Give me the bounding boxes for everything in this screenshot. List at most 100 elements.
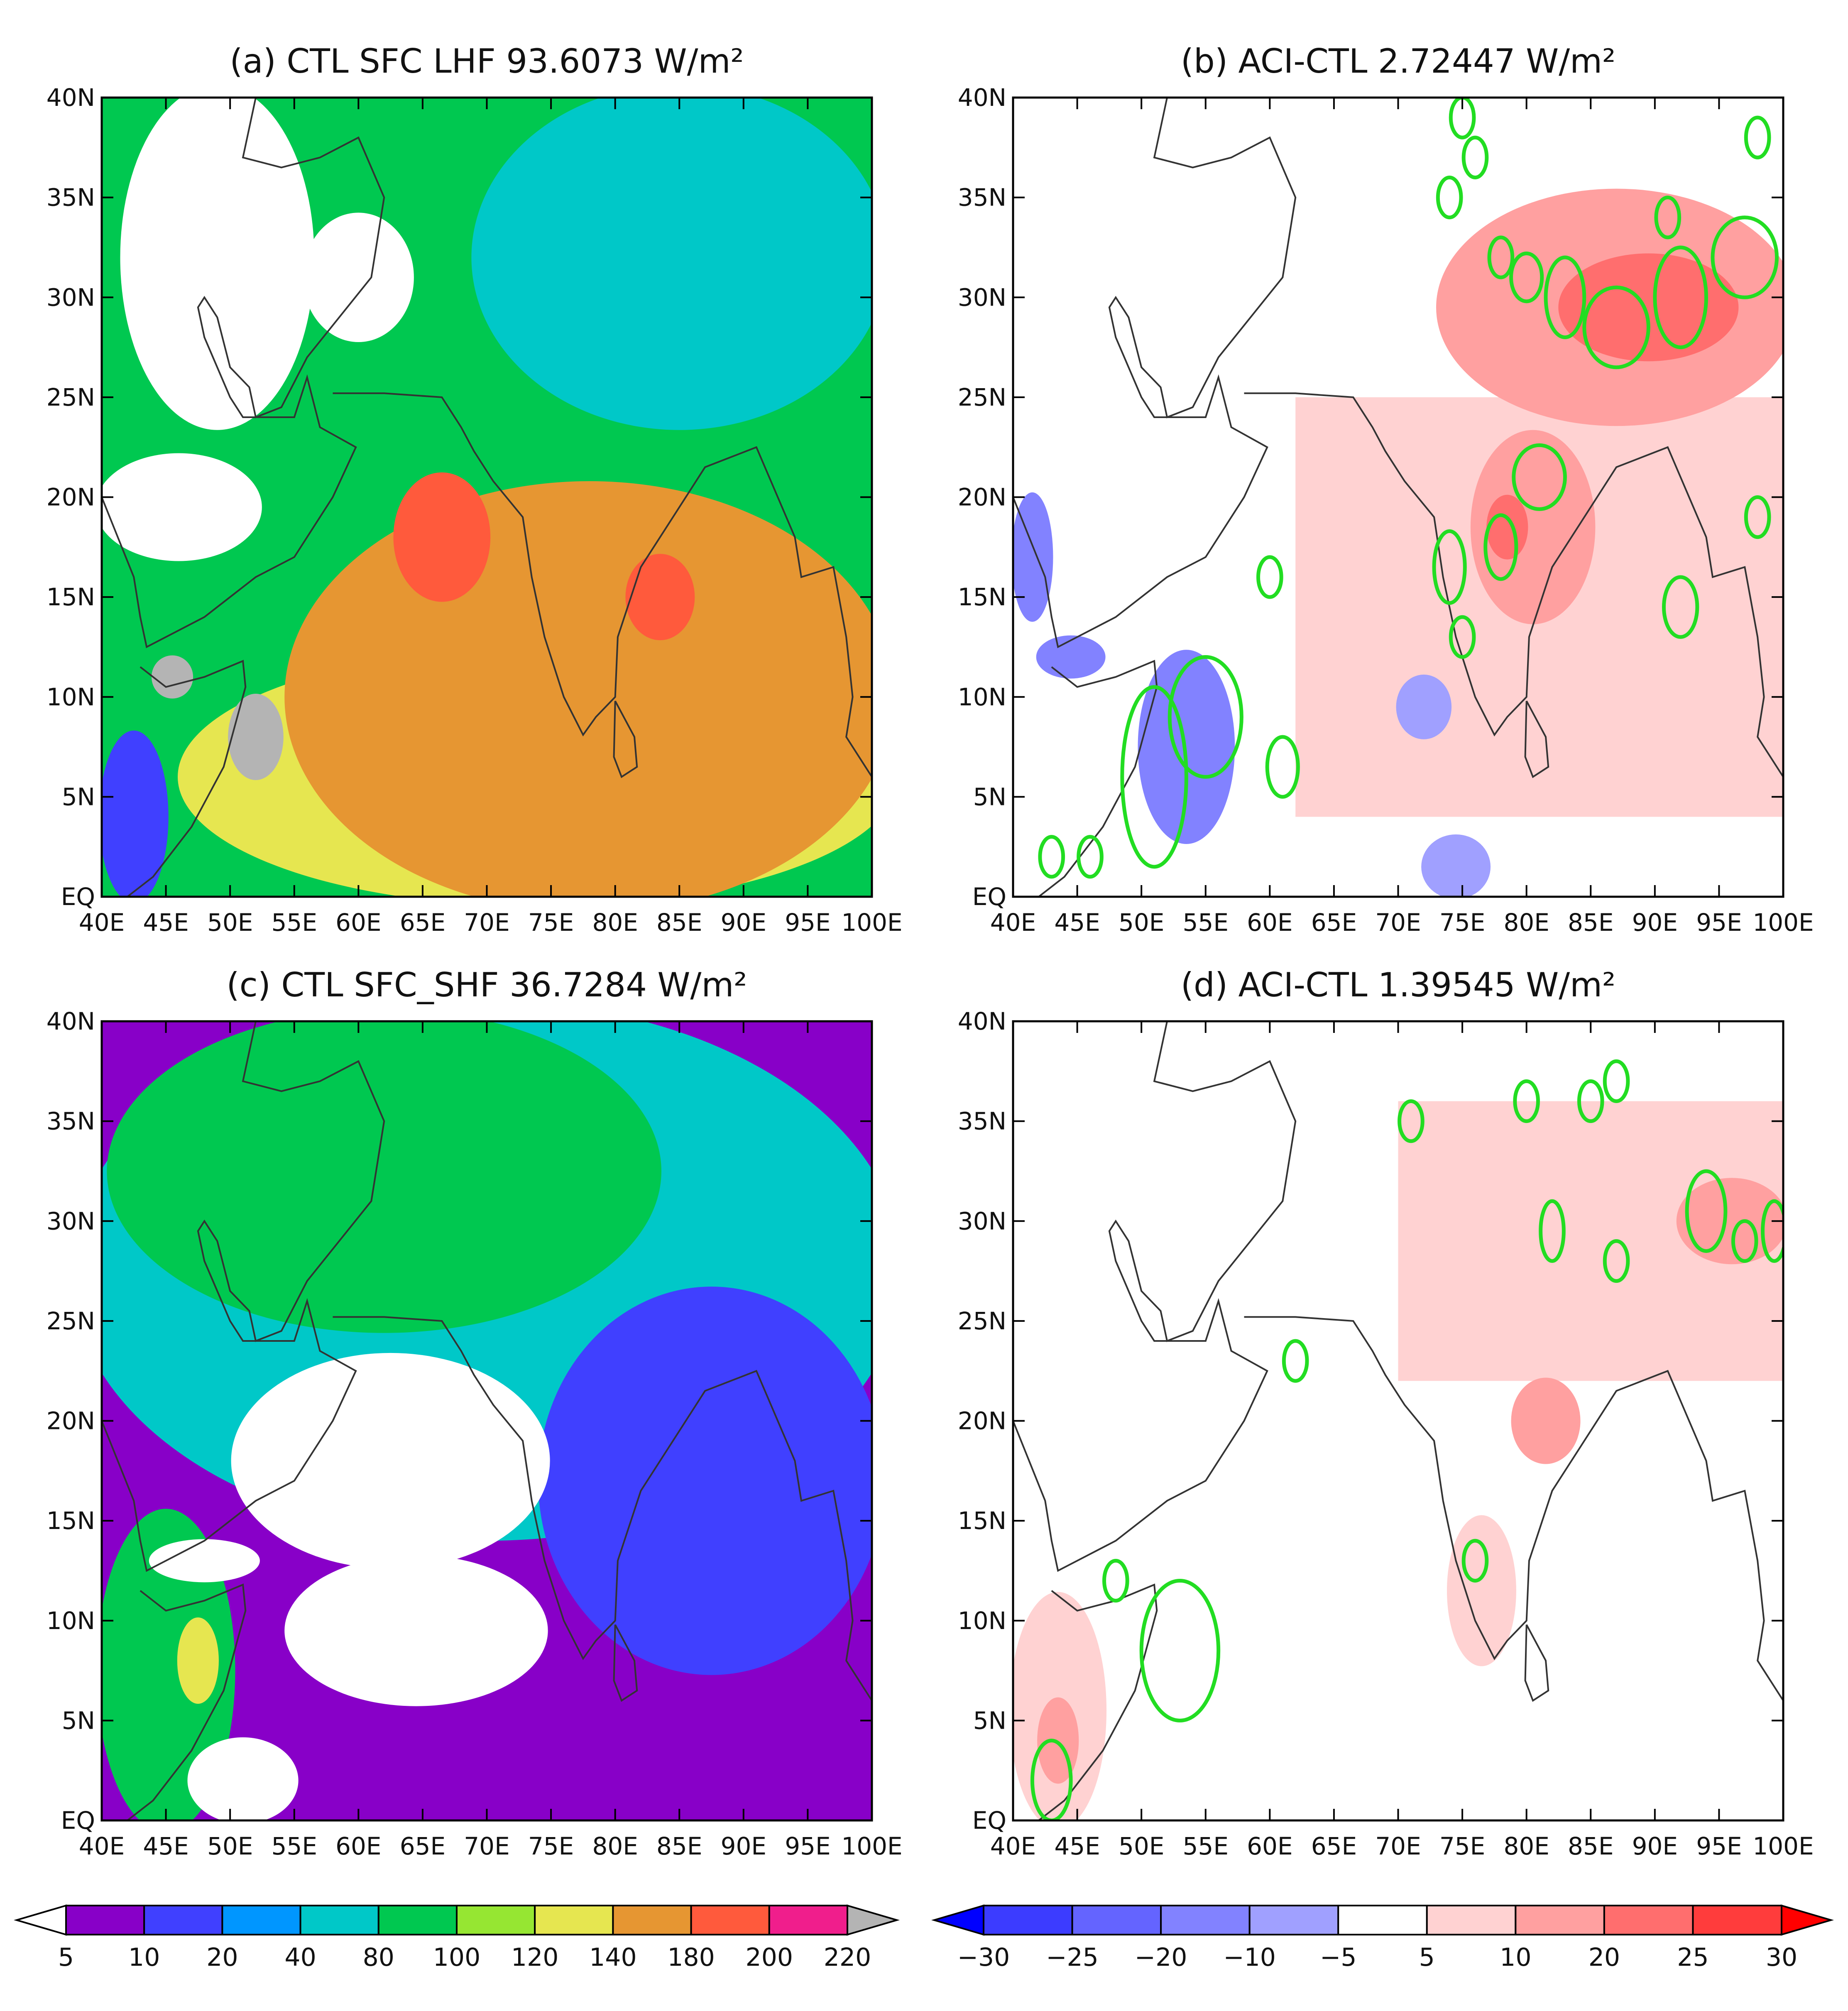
x-tick-label: 65E (1311, 1832, 1357, 1860)
panels: 40E 45E 50E 55E 60E 65E 70E 75E 80E 85E 90E 95E 100E… (47, 42, 1814, 1860)
y-tick-label: 20N (47, 483, 95, 511)
colorbar-swatch (1426, 1905, 1517, 1935)
y-tick-label: 10N (958, 1607, 1006, 1635)
colorbar-label: 40 (284, 1943, 316, 1972)
y-tick-label: 25N (958, 1307, 1006, 1335)
coastline-segment (1038, 1583, 1158, 1820)
field-region (177, 1617, 219, 1704)
significance-contour (1512, 443, 1567, 511)
significance-contour (1761, 1199, 1783, 1263)
colorbar-swatch (143, 1905, 223, 1935)
colorbar-swatch (1248, 1905, 1339, 1935)
coastline-segment (1244, 1316, 1783, 1701)
colorbar-swatch (1071, 1905, 1162, 1935)
significance-contour (1513, 1079, 1540, 1123)
x-tick-label: 75E (1439, 1832, 1485, 1860)
colorbar-label: 10 (1500, 1943, 1531, 1972)
field-region (393, 472, 491, 602)
y-tick-label: 10N (47, 1607, 95, 1635)
colorbar-swatch (1692, 1905, 1782, 1935)
x-tick-label: 100E (841, 1832, 902, 1860)
field-region (1396, 674, 1452, 739)
x-tick-label: 40E (79, 908, 125, 937)
significance-contour (1544, 255, 1586, 339)
x-tick-label: 55E (272, 1832, 317, 1860)
panel-title: (a) CTL SFC LHF 93.6073 W/m² (230, 42, 744, 81)
significance-contour (1711, 215, 1779, 299)
significance-contour (1603, 1239, 1630, 1283)
significance-contour (1461, 135, 1489, 179)
x-tick-label: 50E (1119, 1832, 1164, 1860)
colorbar-swatch (1337, 1905, 1428, 1935)
panel-title: (d) ACI-CTL 1.39545 W/m² (1181, 966, 1615, 1004)
significance-contour (1120, 685, 1188, 869)
colorbar-label: 120 (511, 1943, 559, 1972)
significance-contour (1139, 1579, 1221, 1722)
y-tick-label: 15N (958, 583, 1006, 611)
colorbar-swatch (221, 1905, 301, 1935)
x-tick-label: 90E (1632, 1832, 1678, 1860)
colorbar-label: 220 (824, 1943, 871, 1972)
coastline-segment (1244, 392, 1783, 778)
y-tick-label: 30N (47, 283, 95, 311)
significance-contour (1398, 1099, 1425, 1143)
panel-c: 40E 45E 50E 55E 60E 65E 70E 75E 80E 85E 90E 95E 100E… (47, 966, 903, 1860)
coastline-segment (102, 98, 385, 648)
x-tick-label: 75E (1439, 908, 1485, 937)
x-tick-label: 80E (592, 1832, 638, 1860)
significance-contour (1038, 835, 1065, 879)
x-tick-label: 40E (990, 908, 1036, 937)
field-region (1486, 494, 1528, 560)
x-tick-label: 100E (1753, 1832, 1814, 1860)
significance-contour (1265, 735, 1300, 799)
field-region (284, 1555, 548, 1706)
panel-b: 40E 45E 50E 55E 60E 65E 70E 75E 80E 85E 90E 95E 100E… (958, 42, 1814, 937)
significance-contour (1077, 835, 1104, 879)
panel-d: 40E 45E 50E 55E 60E 65E 70E 75E 80E 85E 90E 95E 100E… (958, 966, 1814, 1860)
y-tick-label: 15N (47, 583, 95, 611)
significance-contour (1744, 495, 1771, 539)
field-region (1037, 1697, 1079, 1784)
field-region (107, 1021, 661, 1333)
field-region (625, 554, 695, 641)
x-tick-label: 40E (990, 1832, 1036, 1860)
coastline-segment (613, 700, 638, 778)
y-tick-label: EQ (61, 1806, 95, 1835)
field-region (228, 694, 284, 780)
field-region (187, 1737, 299, 1820)
y-tick-label: 35N (958, 1107, 1006, 1135)
y-tick-label: 40N (958, 1007, 1006, 1035)
y-tick-label: EQ (972, 883, 1006, 911)
panel-title: (b) ACI-CTL 2.72447 W/m² (1181, 42, 1615, 81)
colorbar-swatch (534, 1905, 614, 1935)
significance-contour (1102, 1558, 1129, 1603)
x-tick-label: 50E (207, 1832, 253, 1860)
x-tick-label: 55E (1183, 1832, 1229, 1860)
colorbar-label: 30 (1766, 1943, 1797, 1972)
colorbar-high-arrow (1781, 1904, 1834, 1936)
colorbar-label: 200 (746, 1943, 793, 1972)
field-region (149, 1539, 260, 1583)
panel-a: 40E 45E 50E 55E 60E 65E 70E 75E 80E 85E 90E 95E 100E… (47, 42, 903, 937)
x-tick-label: 100E (841, 908, 902, 937)
colorbar-label: 80 (363, 1943, 394, 1972)
field-region (1036, 635, 1106, 679)
y-tick-label: 5N (973, 1706, 1006, 1735)
colorbar-swatch (612, 1905, 692, 1935)
field-region (120, 98, 314, 430)
y-tick-label: 40N (958, 83, 1006, 112)
colorbar-swatch (1515, 1905, 1605, 1935)
colorbar-swatch (377, 1905, 458, 1935)
x-tick-label: 70E (1375, 1832, 1421, 1860)
y-tick-label: 10N (958, 683, 1006, 711)
y-tick-label: EQ (61, 883, 95, 911)
y-tick-label: 20N (958, 483, 1006, 511)
coastline-segment (1013, 1021, 1297, 1572)
x-tick-label: 70E (464, 908, 509, 937)
significance-contour (1582, 285, 1650, 369)
field-region (151, 655, 193, 699)
colorbar-label: 25 (1677, 1943, 1708, 1972)
field-region (1676, 1178, 1783, 1265)
coastline-segment (127, 1583, 247, 1820)
colorbar-label: 140 (589, 1943, 637, 1972)
